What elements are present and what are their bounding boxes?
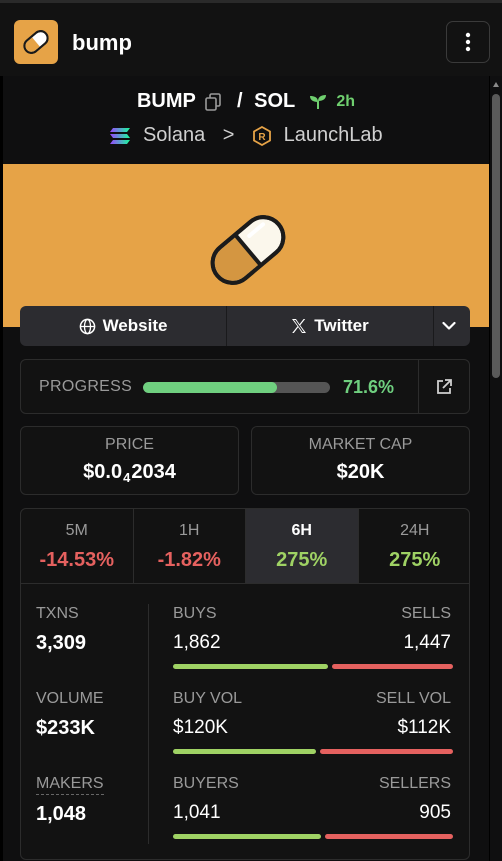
tab-change: 275% (276, 549, 328, 571)
launchlab-icon: R (253, 125, 271, 146)
metrics-card: 5M -14.53% 1H -1.82% 6H 275% 24H 275% TX… (20, 508, 470, 860)
tab-change: -1.82% (157, 549, 221, 571)
website-button[interactable]: Website (20, 306, 227, 346)
twitter-label: Twitter (314, 316, 369, 335)
more-links-button[interactable] (434, 306, 470, 346)
buy-vol-value: $120K (173, 717, 228, 738)
tab-label: 1H (179, 522, 200, 539)
solana-icon (110, 127, 131, 144)
buy-vol-label: BUY VOL (173, 690, 243, 707)
sellers-label: SELLERS (378, 775, 451, 792)
price-digits: 2034 (131, 461, 176, 483)
sell-vol-label: SELL VOL (375, 690, 451, 707)
copy-icon[interactable] (205, 92, 222, 111)
tab-6h[interactable]: 6H 275% (246, 509, 359, 583)
tab-label: 5M (65, 522, 88, 539)
volume-label: VOLUME (36, 690, 104, 707)
globe-icon (79, 318, 95, 334)
social-links: Website Twitter (20, 306, 470, 346)
buys-bar (173, 664, 328, 669)
buyers-bar (173, 834, 321, 839)
makers-label[interactable]: MAKERS (36, 775, 104, 795)
token-age: 2h (336, 92, 356, 110)
pair-separator: / (236, 90, 243, 113)
scrollbar[interactable] (490, 76, 502, 861)
column-divider (148, 604, 149, 844)
chevron-down-icon (441, 321, 456, 330)
buyers-label: BUYERS (173, 775, 239, 792)
market-cap-label: MARKET CAP (308, 436, 413, 453)
progress-bar (143, 382, 330, 393)
chain-breadcrumb: Solana > R LaunchLab (3, 124, 489, 147)
sells-label: SELLS (401, 605, 451, 622)
tab-24h[interactable]: 24H 275% (359, 509, 470, 583)
price-prefix: $0.0 (83, 461, 123, 483)
buyers-value: 1,041 (173, 802, 221, 823)
tab-label: 6H (291, 522, 312, 539)
tab-5m[interactable]: 5M -14.53% (21, 509, 134, 583)
sellers-bar (325, 834, 453, 839)
vertical-dots-icon (465, 32, 471, 52)
scroll-thumb[interactable] (492, 94, 500, 378)
buys-value: 1,862 (173, 632, 221, 653)
token-banner (3, 164, 489, 327)
chain-name[interactable]: Solana (142, 124, 206, 147)
tab-change: -14.53% (39, 549, 115, 571)
twitter-button[interactable]: Twitter (227, 306, 434, 346)
tab-1h[interactable]: 1H -1.82% (134, 509, 246, 583)
quote-symbol: SOL (254, 90, 296, 113)
scroll-up-icon[interactable] (493, 82, 499, 87)
launchpad-name[interactable]: LaunchLab (283, 124, 383, 147)
breadcrumb-chevron: > (222, 124, 235, 147)
buys-label: BUYS (173, 605, 217, 622)
sells-value: 1,447 (403, 632, 451, 653)
price-zero-count: 4 (123, 470, 131, 485)
sell-vol-value: $112K (397, 717, 451, 738)
progress-label: PROGRESS (39, 378, 133, 395)
timeframe-tabs: 5M -14.53% 1H -1.82% 6H 275% 24H 275% (21, 509, 470, 584)
sellers-value: 905 (419, 802, 451, 823)
pill-icon (210, 215, 286, 285)
market-cap-value: $20K (336, 461, 385, 483)
sell-vol-bar (320, 749, 453, 754)
pill-logo-icon (14, 20, 58, 64)
top-bar: bump (0, 0, 502, 76)
bonding-progress: PROGRESS 71.6% (20, 359, 470, 414)
website-label: Website (102, 316, 168, 335)
tab-change: 275% (389, 549, 441, 571)
sprout-icon (309, 94, 326, 109)
divider (418, 360, 419, 413)
external-link-icon[interactable] (435, 378, 453, 396)
token-pair: BUMP / SOL 2h (3, 90, 489, 113)
token-panel: BUMP / SOL 2h Solana > R LaunchLab (3, 76, 489, 861)
progress-value: 71.6% (343, 377, 395, 397)
makers-value: 1,048 (36, 803, 87, 825)
x-logo-icon (292, 319, 307, 333)
txns-value: 3,309 (36, 632, 87, 654)
volume-value: $233K (36, 717, 95, 739)
price-card: PRICE $0.042034 (20, 426, 239, 495)
price-label: PRICE (105, 436, 154, 453)
token-symbol: BUMP (136, 90, 196, 113)
progress-fill (143, 382, 277, 393)
market-cap-card: MARKET CAP $20K (251, 426, 470, 495)
price-value: $0.042034 (21, 461, 238, 485)
sells-bar (332, 664, 453, 669)
app-title: bump (72, 30, 132, 55)
tab-label: 24H (400, 522, 430, 539)
svg-text:R: R (258, 132, 266, 143)
more-menu-button[interactable] (446, 21, 490, 63)
txns-label: TXNS (36, 605, 79, 622)
buy-vol-bar (173, 749, 316, 754)
